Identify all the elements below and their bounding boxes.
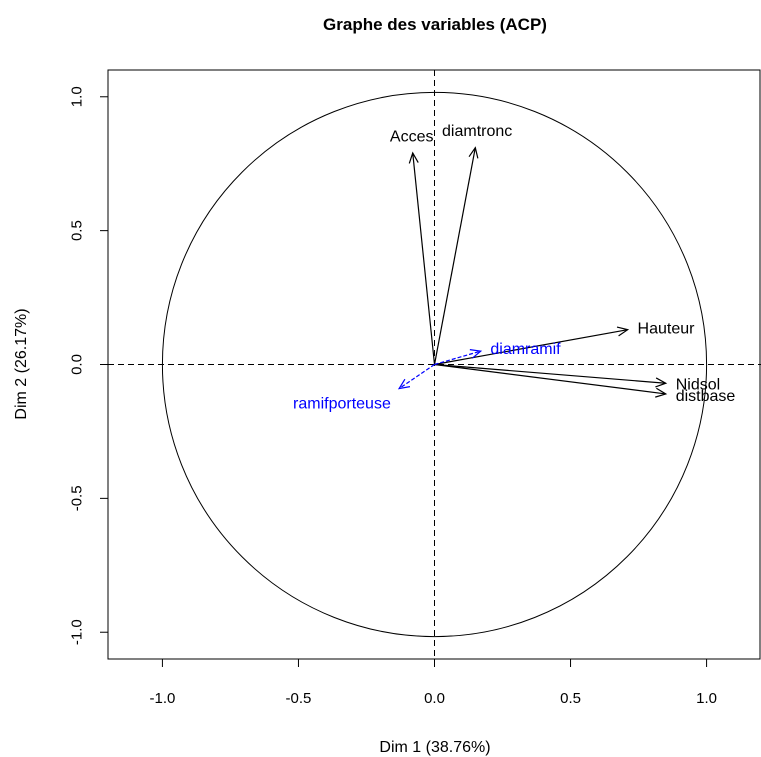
y-tick-label: -1.0: [68, 619, 85, 645]
variable-label: ramifporteuse: [293, 396, 391, 413]
variable-label: Hauteur: [638, 321, 696, 338]
variable-arrow-acces: Acces: [390, 128, 435, 364]
plot-region: diamtroncAccesHauteurNidsoldistbasediamr…: [108, 70, 761, 659]
y-axis-title: Dim 2 (26.17%): [13, 308, 30, 419]
x-axis-title: Dim 1 (38.76%): [379, 739, 490, 756]
variable-label: diamramif: [490, 341, 561, 358]
x-axis: -1.0 -0.5 0.0 0.5 1.0: [149, 659, 717, 707]
x-tick-label: 0.5: [560, 690, 581, 707]
y-tick-label: -0.5: [68, 485, 85, 511]
variable-arrow-diamtronc: diamtronc: [435, 123, 513, 364]
variable-label: diamtronc: [442, 123, 512, 140]
y-tick-label: 0.5: [68, 220, 85, 241]
variable-label: Acces: [390, 128, 434, 145]
variable-arrow-ramifporteuse: ramifporteuse: [293, 365, 434, 413]
x-tick-label: 1.0: [696, 690, 717, 707]
variable-arrows: diamtroncAccesHauteurNidsoldistbasediamr…: [293, 123, 735, 412]
chart-title: Graphe des variables (ACP): [323, 15, 547, 34]
x-tick-label: 0.0: [424, 690, 445, 707]
x-tick-label: -0.5: [286, 690, 312, 707]
y-tick-label: 0.0: [68, 354, 85, 375]
variable-label: distbase: [676, 388, 736, 405]
y-tick-label: 1.0: [68, 86, 85, 107]
y-axis: -1.0 -0.5 0.0 0.5 1.0: [68, 86, 108, 645]
x-tick-label: -1.0: [149, 690, 175, 707]
